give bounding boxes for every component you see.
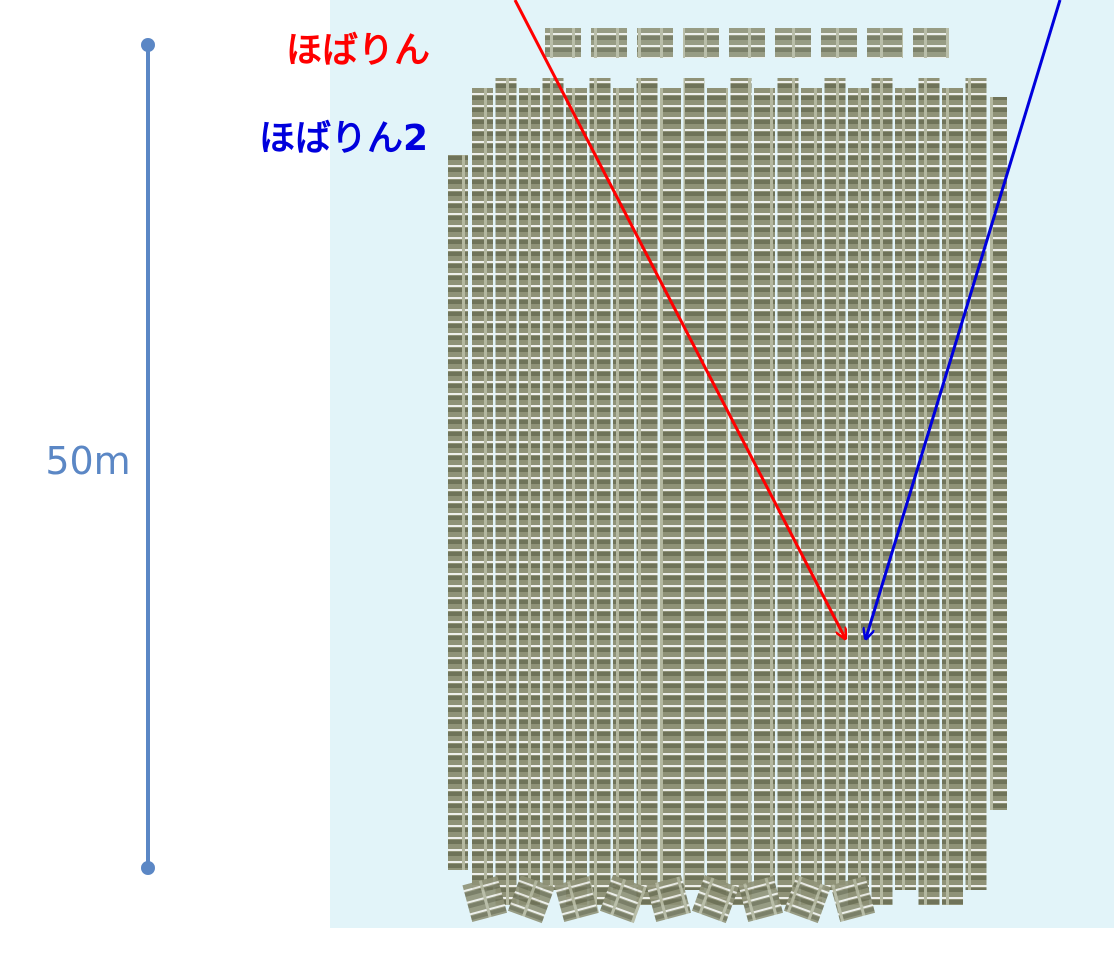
tile-column xyxy=(683,28,719,58)
tile-column xyxy=(778,78,799,905)
scale-label: 50m xyxy=(45,439,130,483)
tile-column xyxy=(472,88,493,890)
page: 50m ほばりん ほばりん2 (() => { const data = JSO… xyxy=(0,0,1114,954)
tile-column xyxy=(496,78,517,905)
image-tiles xyxy=(448,28,1007,923)
tile-column xyxy=(448,155,468,870)
scale-end xyxy=(141,38,155,52)
tile-column xyxy=(590,78,611,905)
tile-column xyxy=(913,28,949,58)
tile-column xyxy=(545,28,581,58)
tile-column xyxy=(825,78,846,890)
tile-column xyxy=(801,88,822,905)
tile-column xyxy=(637,28,673,58)
tile-column xyxy=(942,88,963,905)
tile-column xyxy=(775,28,811,58)
tile-column xyxy=(731,78,752,905)
tile-column xyxy=(543,78,564,890)
tile-column xyxy=(566,88,587,905)
tile-column xyxy=(591,28,627,58)
tile-column xyxy=(872,78,893,905)
red-label: ほばりん xyxy=(286,30,430,71)
tile-column xyxy=(729,28,765,58)
tile-column xyxy=(848,88,869,905)
scale-end xyxy=(141,861,155,875)
tile-column xyxy=(966,78,987,890)
tile-column xyxy=(684,78,705,890)
diagram: 50m ほばりん ほばりん2 xyxy=(0,0,1114,954)
tile-column xyxy=(707,88,728,905)
tile-column xyxy=(660,88,681,905)
blue-label: ほばりん2 xyxy=(259,118,428,159)
tile-column xyxy=(519,88,540,905)
tile-column xyxy=(754,88,775,890)
tile-column xyxy=(867,28,903,58)
tile-column xyxy=(637,78,658,905)
tile-column xyxy=(919,78,940,905)
tile-column xyxy=(821,28,857,58)
